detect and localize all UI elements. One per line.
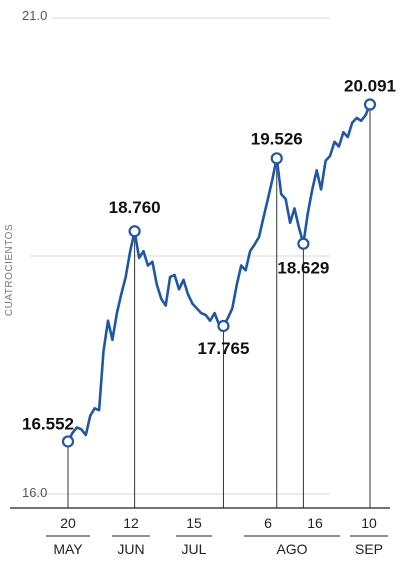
x-tick-month: SEP (355, 541, 383, 557)
drop-lines (67, 104, 371, 508)
x-tick-day: 20 (60, 515, 76, 531)
data-label: 20.091 (344, 77, 396, 96)
data-labels: 16.552 18.760 17.765 19.526 18.629 20.091 (22, 77, 396, 434)
data-label: 17.765 (197, 339, 249, 358)
x-tick-month: MAY (53, 541, 83, 557)
x-tick-month: AGO (276, 541, 307, 557)
y-axis-label: CUATROCIENTOS (4, 224, 15, 316)
y-tick-bottom: 16.0 (22, 485, 47, 500)
x-axis: 20 12 15 6 16 10 MAY JUN JUL AGO SEP (46, 515, 388, 557)
markers (61, 98, 377, 448)
x-tick-month: JUN (117, 541, 144, 557)
y-tick-top: 21.0 (22, 8, 47, 23)
x-tick-day: 6 (264, 515, 272, 531)
x-tick-day: 15 (186, 515, 202, 531)
data-label: 16.552 (22, 414, 74, 433)
x-tick-day: 12 (123, 515, 139, 531)
data-label: 19.526 (251, 129, 303, 148)
data-marker (297, 237, 310, 250)
data-marker (61, 435, 75, 448)
data-marker (128, 225, 141, 238)
x-tick-day: 10 (361, 515, 377, 531)
data-marker (217, 319, 230, 333)
grid-layer (30, 17, 330, 495)
data-label: 18.760 (109, 198, 161, 217)
data-marker (270, 152, 283, 165)
x-tick-month: JUL (182, 541, 207, 557)
data-marker (363, 98, 377, 111)
data-label: 18.629 (277, 259, 329, 278)
x-tick-day: 16 (307, 515, 323, 531)
